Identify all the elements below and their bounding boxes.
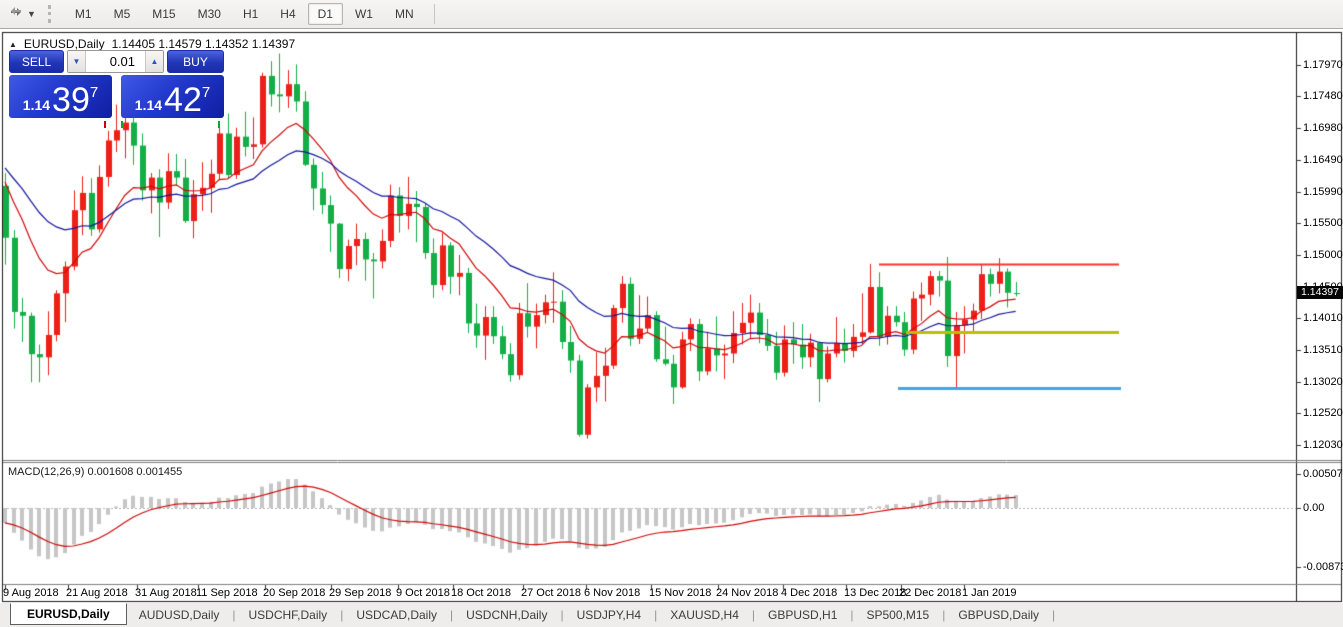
tab-divider: |	[942, 608, 946, 622]
price-axis-label: 1.15990	[1303, 186, 1343, 198]
toolbar-dropdown-button[interactable]: ▼	[8, 4, 36, 25]
chart-tab-eurusd[interactable]: EURUSD,Daily	[10, 603, 127, 625]
timeframe-button-h1[interactable]: H1	[242, 7, 259, 21]
tab-divider: |	[751, 608, 756, 622]
price-axis-label: 1.12030	[1303, 439, 1343, 451]
chart-ohlc-values: 1.14405 1.14579 1.14352 1.14397	[111, 37, 296, 51]
price-axis-label: 1.13020	[1303, 376, 1343, 388]
price-axis-label: 1.13510	[1303, 344, 1343, 356]
date-axis-label: 9 Aug 2018	[3, 587, 59, 599]
date-axis-label: 9 Oct 2018	[396, 587, 450, 599]
date-axis-label: 11 Sep 2018	[196, 587, 258, 599]
chart-tab-gbpusd[interactable]: GBPUSD,Daily	[958, 608, 1040, 622]
timeframe-button-h4[interactable]: H4	[280, 7, 296, 21]
timeframe-toolbar: ▼ M1 M5 M15 M30 H1 H4 D1 W1 MN	[0, 0, 1343, 29]
macd-indicator-label: MACD(12,26,9) 0.001608 0.001455	[8, 466, 183, 478]
chart-tab-xauusd[interactable]: XAUUSD,H4	[670, 608, 739, 622]
buy-price-display[interactable]: 1.14 42 7	[121, 75, 224, 118]
macd-axis-label: 0.00	[1303, 502, 1325, 514]
toolbar-separator	[433, 4, 435, 24]
chart-tab-usdchf[interactable]: USDCHF,Daily	[248, 608, 328, 622]
sell-price-display[interactable]: 1.14 39 7	[9, 75, 112, 118]
date-axis-label: 13 Dec 2018	[844, 587, 907, 599]
timeframe-button-d1[interactable]: D1	[307, 3, 343, 25]
chart-tab-gbpusd[interactable]: GBPUSD,H1	[768, 608, 838, 622]
chart-tab-usdcad[interactable]: USDCAD,Daily	[356, 608, 437, 622]
chart-tab-usdcnh[interactable]: USDCNH,Daily	[466, 608, 548, 622]
price-axis-label: 1.16490	[1303, 154, 1343, 166]
price-axis-label: 1.15500	[1303, 217, 1343, 229]
volume-control: ▼ ▲	[67, 50, 164, 73]
chevron-down-icon: ▼	[27, 9, 36, 19]
price-axis-label: 1.16980	[1303, 122, 1343, 134]
timeframe-buttons: M1 M5 M15 M30 H1 H4 D1 W1 MN	[65, 3, 424, 25]
collapse-triangle-icon[interactable]: ▲	[9, 39, 17, 49]
chart-title-bar: ▲ EURUSD,Daily 1.14405 1.14579 1.14352 1…	[9, 37, 295, 51]
volume-input[interactable]	[86, 51, 145, 72]
timeframe-button-m1[interactable]: M1	[74, 7, 92, 21]
date-axis-label: 21 Aug 2018	[66, 587, 128, 599]
macd-axis-label: 0.005074	[1303, 468, 1343, 480]
date-axis-label: 18 Oct 2018	[451, 587, 511, 599]
date-axis-label: 29 Sep 2018	[329, 587, 392, 599]
date-axis-label: 31 Aug 2018	[135, 587, 197, 599]
chart-tab-usdjpy[interactable]: USDJPY,H4	[576, 608, 642, 622]
date-axis-label: 24 Nov 2018	[716, 587, 779, 599]
date-axis-label: 4 Dec 2018	[781, 587, 838, 599]
tab-divider: |	[850, 608, 854, 622]
date-axis-label: 6 Nov 2018	[584, 587, 641, 599]
sell-direction-tick	[104, 121, 106, 128]
price-axis-label: 1.12520	[1303, 407, 1343, 419]
date-axis-label: 15 Nov 2018	[649, 587, 712, 599]
timeframe-button-w1[interactable]: W1	[354, 7, 373, 21]
price-axis-label: 1.15000	[1303, 249, 1343, 261]
chart-tabs-bar: EURUSD,Daily AUDUSD,Daily | USDCHF,Daily | US…	[0, 603, 1343, 627]
chart-tab-audusd[interactable]: AUDUSD,Daily	[138, 608, 220, 622]
buy-direction-tick	[121, 121, 123, 128]
current-price-tag: 1.14397	[1297, 286, 1343, 299]
one-click-trading-panel: SELL ▼ ▲ BUY 1.14 39 7 1.14 42 7	[9, 50, 224, 118]
date-axis-label: 1 Jan 2019	[962, 587, 1017, 599]
timeframe-button-m15[interactable]: M15	[152, 7, 176, 21]
tab-divider: |	[232, 608, 236, 622]
timeframe-button-m5[interactable]: M5	[113, 7, 131, 21]
volume-increase-button[interactable]: ▲	[145, 51, 163, 72]
macd-axis-label: -0.00873	[1303, 561, 1343, 573]
chart-symbol-period: EURUSD,Daily	[23, 37, 105, 51]
tab-divider: |	[654, 608, 658, 622]
chart-tab-sp500[interactable]: SP500,M15	[866, 608, 930, 622]
timeframe-button-mn[interactable]: MN	[394, 7, 414, 21]
timeframe-button-m30[interactable]: M30	[197, 7, 221, 21]
volume-decrease-button[interactable]: ▼	[68, 51, 86, 72]
price-axis-label: 1.17970	[1303, 59, 1343, 71]
tab-divider: |	[560, 608, 564, 622]
date-axis-label: 20 Sep 2018	[263, 587, 326, 599]
buy-button[interactable]: BUY	[167, 50, 224, 73]
price-axis-label: 1.17480	[1303, 90, 1343, 102]
date-axis-label: 22 Dec 2018	[899, 587, 962, 599]
tab-divider: |	[1052, 608, 1056, 622]
tab-divider: |	[450, 608, 454, 622]
chart-shift-icon	[8, 4, 24, 25]
toolbar-grip[interactable]	[47, 5, 55, 23]
sell-button[interactable]: SELL	[9, 50, 64, 73]
date-axis-label: 27 Oct 2018	[521, 587, 581, 599]
tab-divider: |	[340, 608, 344, 622]
price-axis-label: 1.14010	[1303, 312, 1343, 324]
buy-direction-tick	[218, 121, 220, 128]
